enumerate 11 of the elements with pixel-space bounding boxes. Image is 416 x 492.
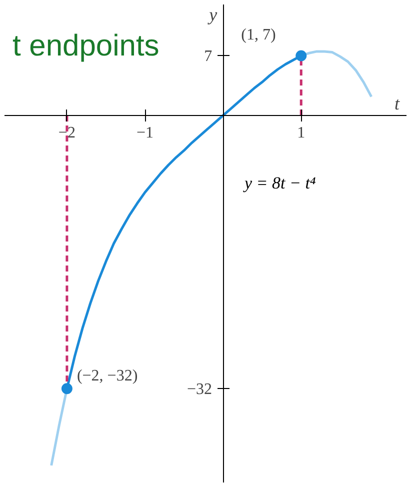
y-axis-title: y bbox=[207, 4, 218, 24]
annotation: y = 8t − t⁴ bbox=[242, 174, 316, 192]
x-tick-label: 1 bbox=[297, 124, 306, 142]
y-tick-label: 7 bbox=[204, 48, 212, 66]
annotation: (−2, −32) bbox=[76, 368, 138, 385]
x-tick-label: −2 bbox=[58, 124, 76, 142]
x-axis-title: t bbox=[394, 93, 400, 114]
annotation: t endpoints bbox=[12, 30, 160, 62]
annotation: (1, 7) bbox=[241, 26, 276, 44]
x-tick-label: −1 bbox=[136, 124, 154, 142]
y-tick-label: −32 bbox=[187, 381, 212, 398]
